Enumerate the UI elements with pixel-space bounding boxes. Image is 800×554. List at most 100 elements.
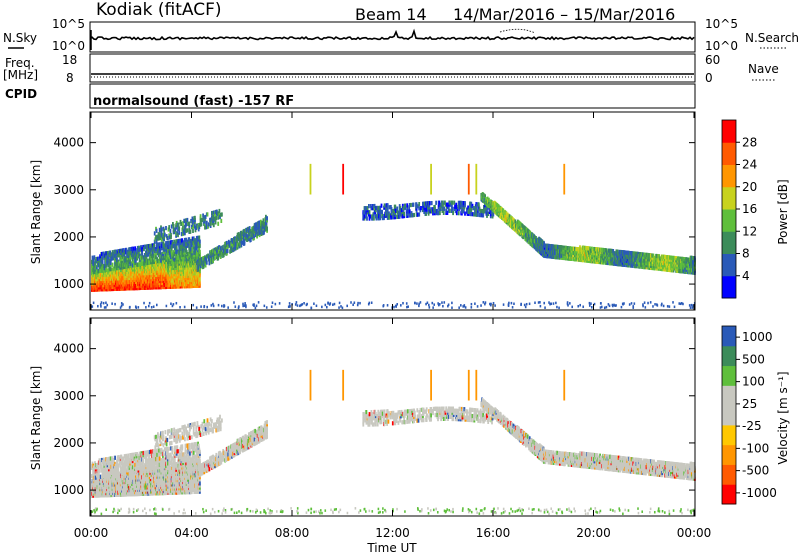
range-gate-cell <box>153 231 156 236</box>
range-gate-cell <box>96 265 98 270</box>
range-gate-cell <box>135 252 137 257</box>
range-gate-cell <box>154 237 157 242</box>
range-gate-cell <box>457 200 460 205</box>
range-gate-cell <box>118 253 120 258</box>
range-gate-cell <box>219 215 221 220</box>
range-gate-cell <box>177 222 180 227</box>
range-gate-cell <box>104 259 106 264</box>
range-gate-cell <box>529 230 532 236</box>
range-gate-cell <box>248 226 251 231</box>
range-gate-cell <box>145 254 148 259</box>
range-gate-cell <box>375 214 378 219</box>
range-gate-cell <box>112 266 115 271</box>
range-gate-cell <box>109 250 111 255</box>
range-gate-cell <box>244 236 247 241</box>
range-gate-cell <box>146 252 149 257</box>
range-gate-cell <box>182 225 184 230</box>
range-gate-cell <box>401 214 404 219</box>
range-gate-cell <box>205 254 208 259</box>
range-gate-cell <box>403 212 405 217</box>
range-gate-cell <box>379 214 382 219</box>
range-gate-cell <box>190 238 192 244</box>
range-gate-cell <box>125 247 128 252</box>
range-gate-cell <box>451 206 454 211</box>
range-gate-cell <box>186 228 189 233</box>
range-gate-cell <box>406 203 409 208</box>
range-gate-cell <box>129 261 132 266</box>
range-gate-cell <box>406 207 409 212</box>
range-gate-cell <box>506 212 509 217</box>
range-gate-cell <box>195 225 198 230</box>
range-gate-cell <box>419 208 422 213</box>
range-gate-cell <box>368 210 371 215</box>
range-gate-cell <box>408 209 411 214</box>
range-gate-cell <box>221 212 223 217</box>
range-gate-cell <box>266 228 268 233</box>
range-gate-cell <box>149 254 152 259</box>
nsky-label: N.Sky <box>3 31 37 45</box>
range-gate-cell <box>388 213 391 218</box>
range-gate-cell <box>173 239 176 244</box>
range-gate-cell <box>434 204 436 210</box>
range-gate-cell <box>533 234 536 240</box>
range-gate-cell <box>170 246 173 251</box>
range-gate-cell <box>184 231 186 236</box>
range-gate-cell <box>222 253 225 258</box>
range-gate-cell <box>444 202 447 207</box>
range-gate-cell <box>177 233 179 238</box>
range-gate-cell <box>430 201 433 206</box>
range-gate-cell <box>214 216 216 221</box>
range-gate-cell <box>424 207 427 212</box>
nsky-panel: N.Sky 10^5 10^0 N.Search 10^5 10^0 <box>3 17 799 53</box>
range-gate-cell <box>232 243 235 248</box>
range-gate-cell <box>363 210 365 215</box>
range-gate-cell <box>121 256 123 261</box>
range-gate-cell <box>197 261 199 266</box>
range-gate-cell <box>207 255 210 260</box>
range-gate-cell <box>418 212 421 217</box>
range-gate-cell <box>158 252 160 257</box>
range-gate-cell <box>185 218 187 223</box>
range-gate-cell <box>234 246 237 251</box>
range-gate-cell <box>106 251 109 256</box>
range-gate-cell <box>204 225 206 230</box>
range-gate-cell <box>467 205 469 210</box>
range-gate-cell <box>169 228 172 234</box>
range-gate-cell <box>158 232 160 237</box>
range-gate-cell <box>535 236 537 241</box>
range-gate-cell <box>211 221 214 226</box>
range-gate-cell <box>207 222 210 227</box>
range-gate-cell <box>425 201 428 206</box>
range-gate-cell <box>231 242 233 247</box>
range-gate-cell <box>91 255 94 260</box>
range-gate-cell <box>192 228 194 233</box>
range-gate-cell <box>521 224 524 229</box>
range-gate-cell <box>489 214 492 219</box>
range-gate-cell <box>215 216 218 221</box>
range-gate-cell <box>150 245 153 250</box>
range-gate-cell <box>180 232 183 237</box>
range-gate-cell <box>188 223 191 228</box>
range-gate-cell <box>214 212 216 217</box>
nsearch-trace <box>499 28 536 34</box>
range-gate-cell <box>159 250 162 255</box>
range-gate-cell <box>177 226 179 231</box>
nsky-trace <box>90 28 695 41</box>
range-gate-cell <box>216 209 218 214</box>
range-gate-cell <box>101 256 104 261</box>
range-gate-cell <box>199 222 201 227</box>
range-gate-cell <box>381 209 383 214</box>
range-gate-cell <box>199 281 201 286</box>
range-gate-cell <box>129 251 132 256</box>
range-gate-cell <box>192 218 194 223</box>
range-gate-cell <box>214 220 217 225</box>
range-gate-cell <box>514 219 517 224</box>
range-gate-cell <box>373 206 375 211</box>
freq-panel: Freq. [MHz] 18 8 Nave 60 0 <box>3 53 779 85</box>
range-gate-cell <box>148 243 151 249</box>
range-gate-cell <box>98 256 101 261</box>
range-gate-cell <box>528 240 530 245</box>
range-gate-cell <box>461 203 463 208</box>
range-gate-cell <box>418 206 421 211</box>
range-gate-cell <box>438 200 441 205</box>
